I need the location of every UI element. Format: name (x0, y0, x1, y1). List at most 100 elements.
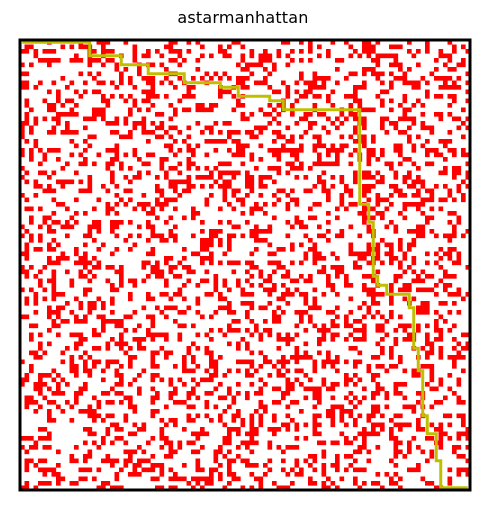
obstacle-cell (312, 148, 318, 153)
obstacle-cell (114, 143, 120, 149)
obstacle-cell (249, 359, 255, 365)
obstacle-cell (420, 310, 426, 315)
obstacle-cell (204, 202, 210, 207)
obstacle-cell (240, 287, 246, 293)
obstacle-cell (330, 40, 336, 45)
obstacle-cell (362, 274, 367, 279)
obstacle-cell (159, 188, 165, 194)
obstacle-cell (375, 422, 381, 428)
obstacle-cell (254, 431, 259, 437)
obstacle-cell (47, 481, 52, 486)
obstacle-cell (357, 319, 363, 324)
obstacle-cell (443, 139, 448, 144)
obstacle-cell (20, 436, 25, 441)
obstacle-cell (51, 107, 57, 113)
obstacle-cell (150, 85, 156, 90)
obstacle-cell (236, 409, 241, 414)
obstacle-cell (267, 301, 273, 306)
obstacle-cell (245, 359, 250, 365)
obstacle-cell (200, 130, 205, 135)
obstacle-cell (150, 409, 156, 414)
obstacle-cell (389, 166, 394, 171)
obstacle-cell (402, 395, 408, 401)
obstacle-cell (236, 152, 241, 158)
obstacle-cell (330, 409, 336, 414)
obstacle-cell (456, 355, 462, 360)
obstacle-cell (303, 278, 309, 284)
obstacle-cell (281, 296, 286, 302)
obstacle-cell (38, 355, 43, 360)
obstacle-cell (227, 368, 232, 374)
obstacle-cell (191, 485, 196, 491)
obstacle-cell (384, 224, 390, 230)
obstacle-cell (141, 449, 147, 455)
obstacle-cell (375, 445, 381, 450)
obstacle-cell (294, 323, 300, 329)
obstacle-cell (47, 310, 52, 315)
obstacle-cell (110, 359, 115, 365)
obstacle-cell (461, 179, 466, 185)
obstacle-cell (443, 170, 448, 176)
obstacle-cell (321, 359, 327, 365)
obstacle-cell (119, 220, 124, 225)
obstacle-cell (366, 107, 372, 113)
obstacle-cell (164, 404, 169, 410)
obstacle-cell (249, 53, 255, 59)
obstacle-cell (191, 269, 196, 275)
obstacle-cell (47, 103, 52, 108)
obstacle-cell (222, 121, 228, 126)
obstacle-cell (101, 391, 106, 396)
obstacle-cell (375, 71, 381, 77)
obstacle-cell (425, 152, 430, 158)
obstacle-cell (96, 220, 102, 225)
obstacle-cell (69, 364, 75, 369)
obstacle-cell (33, 386, 39, 392)
obstacle-cell (114, 193, 120, 198)
obstacle-cell (114, 373, 120, 378)
obstacle-cell (389, 71, 394, 77)
obstacle-cell (447, 94, 453, 99)
obstacle-cell (182, 58, 187, 63)
obstacle-cell (438, 427, 444, 432)
obstacle-cell (227, 220, 232, 225)
obstacle-cell (195, 449, 201, 455)
obstacle-cell (362, 328, 367, 333)
obstacle-cell (330, 143, 336, 149)
obstacle-cell (281, 310, 286, 315)
obstacle-cell (348, 242, 354, 248)
obstacle-cell (317, 134, 322, 140)
obstacle-cell (137, 373, 142, 378)
obstacle-cell (425, 197, 430, 203)
obstacle-cell (290, 400, 295, 405)
obstacle-cell (335, 404, 340, 410)
obstacle-cell (114, 427, 120, 432)
obstacle-cell (389, 355, 394, 360)
obstacle-cell (326, 98, 331, 104)
obstacle-cell (312, 202, 318, 207)
obstacle-cell (69, 98, 75, 104)
obstacle-cell (92, 89, 97, 95)
obstacle-cell (348, 71, 354, 77)
obstacle-cell (452, 355, 457, 360)
obstacle-cell (56, 89, 61, 95)
obstacle-cell (132, 310, 138, 315)
obstacle-cell (258, 157, 264, 162)
obstacle-cell (375, 310, 381, 315)
obstacle-cell (353, 202, 358, 207)
obstacle-cell (173, 233, 178, 239)
obstacle-cell (371, 58, 376, 63)
obstacle-cell (92, 49, 97, 54)
obstacle-cell (128, 454, 133, 459)
obstacle-cell (447, 85, 453, 90)
obstacle-cell (78, 188, 84, 194)
obstacle-cell (447, 251, 453, 257)
obstacle-cell (51, 260, 57, 266)
obstacle-cell (128, 233, 133, 239)
obstacle-cell (294, 278, 300, 284)
obstacle-cell (168, 256, 174, 261)
obstacle-cell (218, 175, 223, 180)
obstacle-cell (137, 341, 142, 347)
obstacle-cell (249, 449, 255, 455)
obstacle-cell (177, 130, 183, 135)
obstacle-cell (227, 310, 232, 315)
